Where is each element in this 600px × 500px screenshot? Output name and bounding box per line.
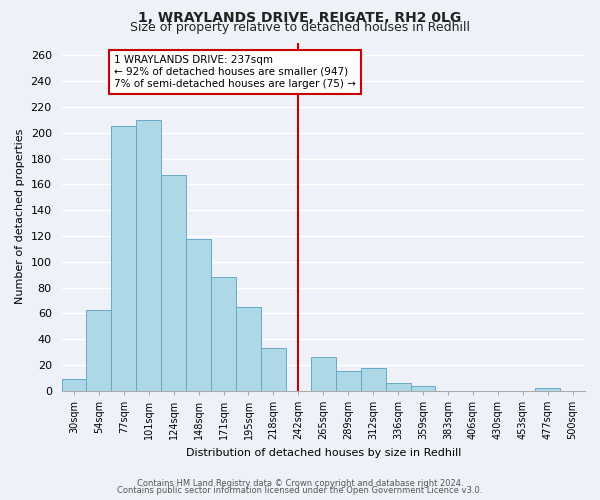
Bar bbox=[261, 348, 286, 391]
Bar bbox=[211, 278, 236, 391]
Y-axis label: Number of detached properties: Number of detached properties bbox=[15, 129, 25, 304]
Text: Contains public sector information licensed under the Open Government Licence v3: Contains public sector information licen… bbox=[118, 486, 482, 495]
Bar bbox=[161, 176, 186, 391]
Bar bbox=[112, 126, 136, 391]
Bar bbox=[410, 386, 436, 391]
Bar bbox=[86, 310, 112, 391]
Bar bbox=[62, 379, 86, 391]
Bar bbox=[236, 307, 261, 391]
Bar bbox=[311, 357, 336, 391]
Bar bbox=[361, 368, 386, 391]
Bar bbox=[535, 388, 560, 391]
Bar bbox=[386, 383, 410, 391]
X-axis label: Distribution of detached houses by size in Redhill: Distribution of detached houses by size … bbox=[185, 448, 461, 458]
Text: 1 WRAYLANDS DRIVE: 237sqm
← 92% of detached houses are smaller (947)
7% of semi-: 1 WRAYLANDS DRIVE: 237sqm ← 92% of detac… bbox=[114, 56, 356, 88]
Text: Size of property relative to detached houses in Redhill: Size of property relative to detached ho… bbox=[130, 22, 470, 35]
Bar bbox=[336, 372, 361, 391]
Text: 1, WRAYLANDS DRIVE, REIGATE, RH2 0LG: 1, WRAYLANDS DRIVE, REIGATE, RH2 0LG bbox=[139, 11, 461, 25]
Text: Contains HM Land Registry data © Crown copyright and database right 2024.: Contains HM Land Registry data © Crown c… bbox=[137, 478, 463, 488]
Bar bbox=[136, 120, 161, 391]
Bar bbox=[186, 238, 211, 391]
